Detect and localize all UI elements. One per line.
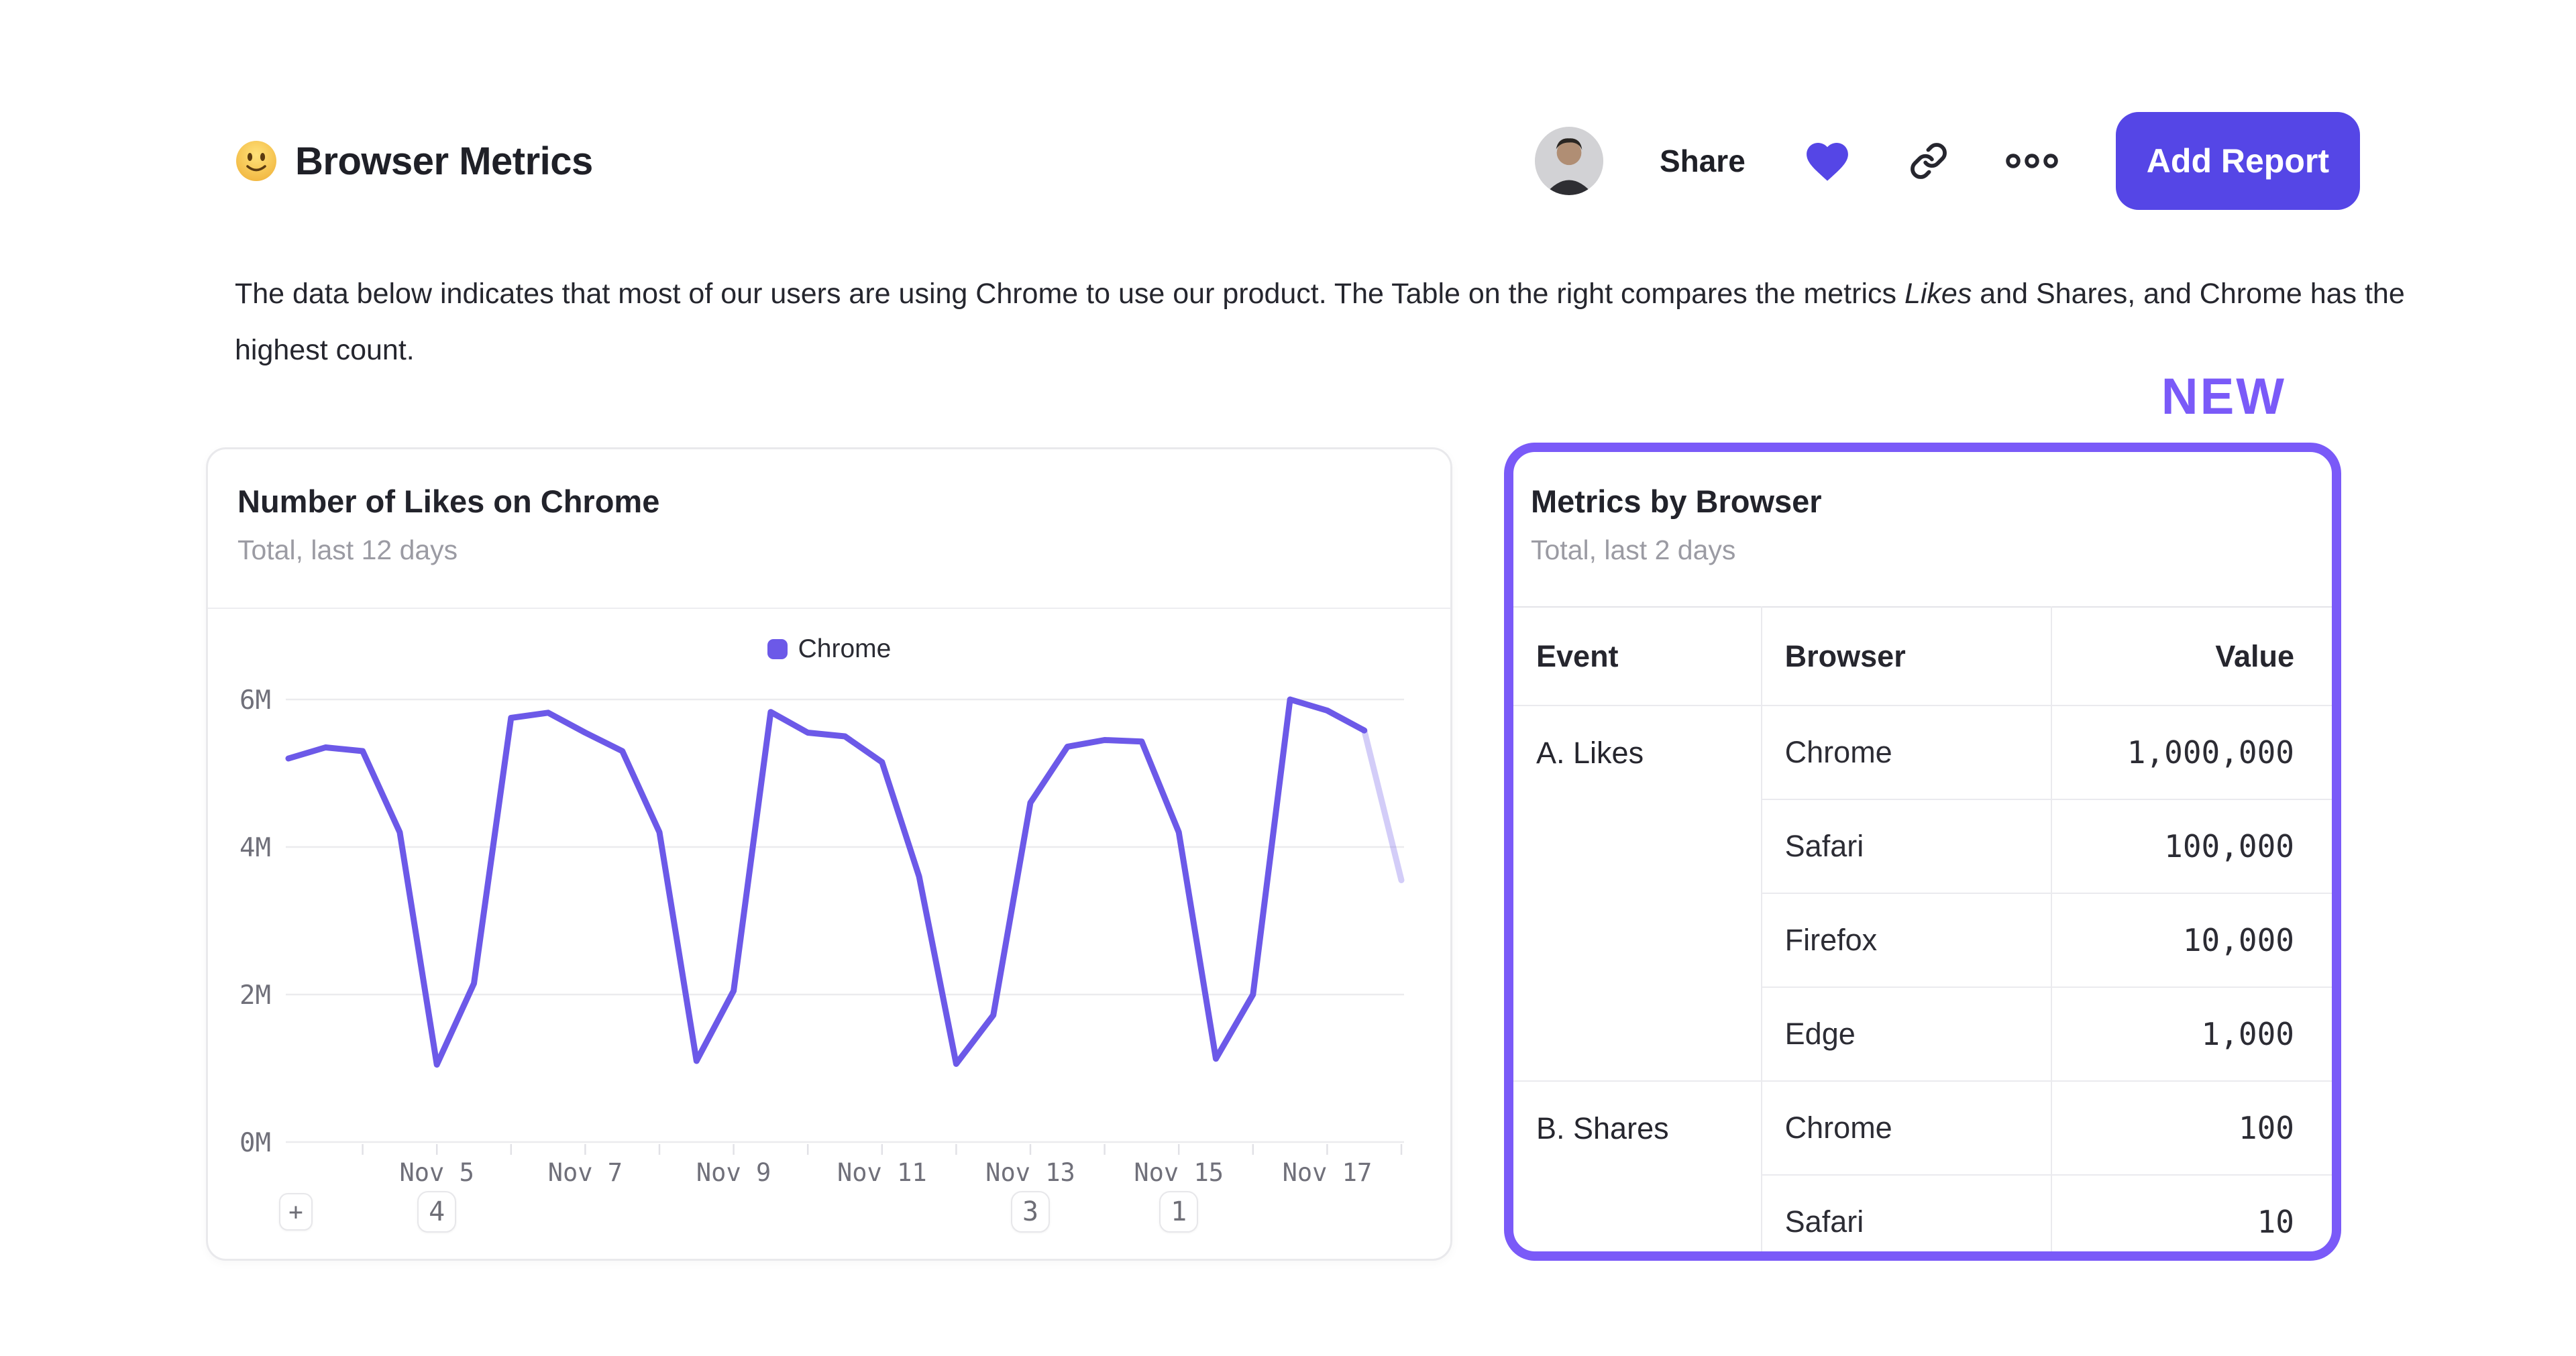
chart-card-subtitle: Total, last 12 days <box>237 534 458 565</box>
value-cell: 1,000 <box>2050 986 2332 1081</box>
metrics-table: Event Browser Value A. Likes Chrome 1,00… <box>1513 606 2332 1251</box>
more-options-button[interactable] <box>2004 152 2059 170</box>
legend-label-chrome: Chrome <box>798 634 892 663</box>
value-cell: 10,000 <box>2050 893 2332 987</box>
topbar: Browser Metrics Share <box>235 111 2360 211</box>
browser-cell: Chrome <box>1760 705 2051 799</box>
description-part-1: The data below indicates that most of ou… <box>235 278 1904 310</box>
heart-icon <box>1806 142 1848 181</box>
annotation-badge[interactable]: 4 <box>417 1191 457 1233</box>
favorite-heart-button[interactable] <box>1802 138 1853 184</box>
copy-link-button[interactable] <box>1909 142 1948 180</box>
page-title: Browser Metrics <box>295 139 593 183</box>
value-cell: 100 <box>2050 1080 2332 1175</box>
x-axis-label: Nov 5 <box>400 1158 474 1187</box>
avatar-photo <box>1534 127 1603 195</box>
chrome-series-line <box>285 696 1368 1068</box>
share-button[interactable]: Share <box>1659 144 1746 178</box>
line-chart[interactable]: 0M 2M 4M 6M Nov 5 Nov 7 Nov 9 Nov 11 Nov 13 Nov 1… <box>208 676 1454 1239</box>
value-cell: 1,000,000 <box>2050 705 2332 799</box>
avatar[interactable] <box>1534 127 1603 195</box>
table-card-subtitle: Total, last 2 days <box>1531 534 1736 565</box>
likes-chart-card: Number of Likes on Chrome Total, last 12… <box>206 447 1452 1261</box>
y-axis-label: 6M <box>239 685 271 716</box>
annotation-badge[interactable]: 3 <box>1011 1191 1050 1233</box>
add-annotation-button[interactable]: + <box>279 1193 313 1231</box>
x-axis-label: Nov 9 <box>696 1158 771 1187</box>
x-axis-label: Nov 7 <box>548 1158 623 1187</box>
smiley-emoji-icon <box>236 141 276 181</box>
browser-cell: Edge <box>1760 986 2051 1081</box>
x-axis-label: Nov 13 <box>985 1158 1075 1187</box>
topbar-actions: Share Add Report <box>1534 112 2360 210</box>
legend-swatch-chrome <box>767 639 788 659</box>
table-card-title: Metrics by Browser <box>1531 484 1822 519</box>
chart-card-title: Number of Likes on Chrome <box>237 484 660 519</box>
chrome-series-line-faded-tail <box>1361 727 1405 883</box>
value-cell: 10 <box>2050 1174 2332 1251</box>
description-text: The data below indicates that most of ou… <box>235 266 2408 378</box>
browser-cell: Chrome <box>1760 1080 2051 1175</box>
x-axis-label: Nov 17 <box>1283 1158 1373 1187</box>
table-header-row: Event Browser Value <box>1513 607 2332 705</box>
metrics-table-card: Metrics by Browser Total, last 2 days Ev… <box>1504 443 2341 1261</box>
add-report-button[interactable]: Add Report <box>2115 112 2360 210</box>
table-row: A. Likes Chrome 1,000,000 <box>1513 705 2332 1081</box>
column-header-browser: Browser <box>1760 607 2051 705</box>
y-axis-label: 4M <box>239 833 271 863</box>
browser-cell: Firefox <box>1760 893 2051 987</box>
table-row: B. Shares Chrome 100 <box>1513 1080 2332 1251</box>
chart-card-header: Number of Likes on Chrome Total, last 12… <box>208 449 1450 609</box>
y-axis-label: 2M <box>239 980 271 1011</box>
link-icon <box>1910 143 1947 179</box>
description-italic-word: Likes <box>1904 278 1972 310</box>
chart-legend: Chrome <box>208 618 1450 680</box>
description-part-2: and Shares, and Chrome has the highest c… <box>235 278 2405 366</box>
ellipsis-icon <box>2006 154 2058 168</box>
new-badge: NEW <box>2161 368 2286 425</box>
event-cell-shares: B. Shares <box>1513 1080 1762 1251</box>
page-title-group: Browser Metrics <box>235 139 593 184</box>
table-row: Safari 10 <box>1513 1174 2332 1251</box>
annotation-row: + 4 3 1 <box>208 1191 1450 1238</box>
table-row: Safari 100,000 <box>1513 799 2332 893</box>
value-cell: 100,000 <box>2050 799 2332 893</box>
column-header-value: Value <box>2050 607 2332 705</box>
browser-cell: Safari <box>1760 799 2051 893</box>
browser-cell: Safari <box>1760 1174 2051 1251</box>
event-cell-likes: A. Likes <box>1513 705 1762 1081</box>
y-axis-label: 0M <box>239 1128 271 1158</box>
x-axis-label: Nov 11 <box>837 1158 927 1187</box>
table-card-header: Metrics by Browser Total, last 2 days <box>1513 452 2332 606</box>
table-row: Firefox 10,000 <box>1513 893 2332 987</box>
x-axis-label: Nov 15 <box>1134 1158 1224 1187</box>
table-row: Edge 1,000 <box>1513 986 2332 1081</box>
annotation-badge[interactable]: 1 <box>1159 1191 1199 1233</box>
column-header-event: Event <box>1536 638 1619 673</box>
